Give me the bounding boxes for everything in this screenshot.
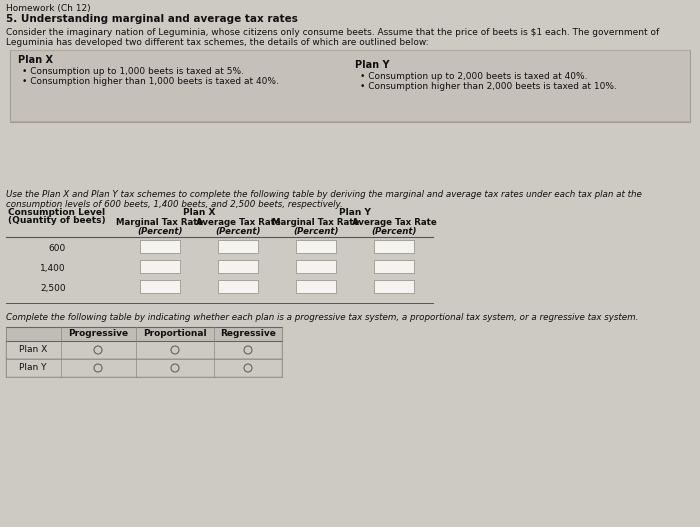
Text: 2,500: 2,500 — [41, 284, 66, 293]
Bar — [296, 260, 336, 273]
Text: Consider the imaginary nation of Leguminia, whose citizens only consume beets. A: Consider the imaginary nation of Legumin… — [6, 28, 659, 37]
Bar — [6, 327, 282, 341]
Text: • Consumption higher than 2,000 beets is taxed at 10%.: • Consumption higher than 2,000 beets is… — [360, 82, 617, 91]
Text: Plan Y: Plan Y — [339, 208, 371, 217]
Bar — [6, 359, 282, 377]
Text: Plan X: Plan X — [18, 55, 53, 65]
Text: 1,400: 1,400 — [41, 264, 66, 273]
Text: (Percent): (Percent) — [371, 227, 416, 236]
Bar — [10, 121, 690, 122]
Text: • Consumption up to 1,000 beets is taxed at 5%.: • Consumption up to 1,000 beets is taxed… — [22, 67, 244, 76]
Text: Complete the following table by indicating whether each plan is a progressive ta: Complete the following table by indicati… — [6, 313, 638, 322]
Text: Regressive: Regressive — [220, 329, 276, 338]
Bar — [6, 341, 282, 359]
Text: Plan X: Plan X — [19, 345, 47, 354]
Bar — [374, 260, 414, 273]
Text: consumption levels of 600 beets, 1,400 beets, and 2,500 beets, respectively.: consumption levels of 600 beets, 1,400 b… — [6, 200, 343, 209]
Text: Plan Y: Plan Y — [20, 363, 47, 372]
Text: Plan Y: Plan Y — [355, 60, 389, 70]
Text: (Percent): (Percent) — [137, 227, 183, 236]
Text: Use the Plan X and Plan Y tax schemes to complete the following table by derivin: Use the Plan X and Plan Y tax schemes to… — [6, 190, 642, 199]
Bar — [140, 260, 180, 273]
Text: (Percent): (Percent) — [216, 227, 260, 236]
Bar — [218, 280, 258, 293]
Text: Leguminia has developed two different tax schemes, the details of which are outl: Leguminia has developed two different ta… — [6, 38, 428, 47]
Text: Proportional: Proportional — [144, 329, 206, 338]
Bar — [218, 260, 258, 273]
Text: • Consumption up to 2,000 beets is taxed at 40%.: • Consumption up to 2,000 beets is taxed… — [360, 72, 587, 81]
Bar — [10, 50, 690, 51]
Text: Average Tax Rate: Average Tax Rate — [351, 218, 436, 227]
Bar — [140, 280, 180, 293]
Bar — [374, 280, 414, 293]
Bar — [218, 240, 258, 253]
Text: Average Tax Rate: Average Tax Rate — [195, 218, 281, 227]
Text: (Quantity of beets): (Quantity of beets) — [8, 216, 106, 225]
Bar — [296, 280, 336, 293]
Text: Plan X: Plan X — [183, 208, 216, 217]
Text: Marginal Tax Rate: Marginal Tax Rate — [272, 218, 360, 227]
Text: Homework (Ch 12): Homework (Ch 12) — [6, 4, 90, 13]
Bar — [296, 240, 336, 253]
Text: Progressive: Progressive — [68, 329, 128, 338]
Text: 600: 600 — [49, 244, 66, 253]
Text: Marginal Tax Rate: Marginal Tax Rate — [116, 218, 204, 227]
Bar — [140, 240, 180, 253]
Bar — [374, 240, 414, 253]
Text: • Consumption higher than 1,000 beets is taxed at 40%.: • Consumption higher than 1,000 beets is… — [22, 77, 279, 86]
Text: Consumption Level: Consumption Level — [8, 208, 105, 217]
Text: 5. Understanding marginal and average tax rates: 5. Understanding marginal and average ta… — [6, 14, 298, 24]
Text: (Percent): (Percent) — [293, 227, 339, 236]
Bar — [10, 50, 690, 122]
